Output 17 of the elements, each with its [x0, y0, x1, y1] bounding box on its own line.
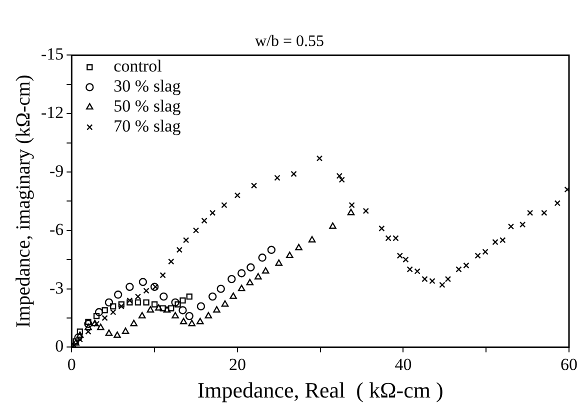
x-tick-label: 40	[394, 354, 412, 374]
y-tick-label: -12	[40, 103, 64, 122]
x-tick-label: 60	[560, 354, 578, 374]
legend-label: 50 % slag	[114, 96, 182, 116]
y-tick-label: -15	[40, 44, 64, 64]
y-axis-title: Impedance, imaginary (kΩ-cm)	[12, 74, 34, 328]
legend-label: control	[114, 56, 162, 76]
y-tick-label: 0	[55, 336, 64, 356]
x-tick-label: 20	[228, 354, 246, 374]
y-tick-label: -9	[49, 161, 64, 180]
legend-label: 70 % slag	[114, 116, 182, 136]
y-tick-label: -6	[49, 220, 64, 239]
x-tick-label: 0	[67, 354, 76, 374]
chart-title: w/b = 0.55	[254, 32, 324, 50]
legend-label: 30 % slag	[114, 76, 182, 96]
y-tick-label: -3	[49, 278, 64, 298]
x-axis-title: Impedance, Real ( kΩ-cm )	[197, 378, 444, 403]
